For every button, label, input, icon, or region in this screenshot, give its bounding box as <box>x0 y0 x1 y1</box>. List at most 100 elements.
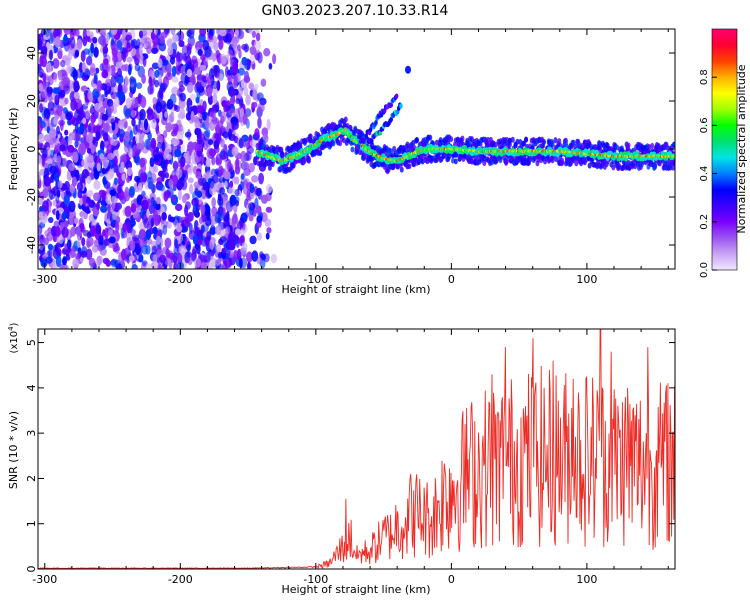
noise-speckle <box>206 87 213 98</box>
noise-speckle <box>75 130 81 142</box>
noise-speckle <box>146 209 150 219</box>
noise-speckle <box>193 116 199 124</box>
noise-speckle <box>110 118 115 126</box>
noise-speckle <box>151 118 157 130</box>
noise-speckle <box>78 217 84 229</box>
branch-speckle <box>374 119 378 126</box>
noise-speckle <box>246 188 252 201</box>
noise-speckle <box>129 129 134 140</box>
noise-speckle <box>76 236 81 249</box>
noise-speckle <box>209 238 215 250</box>
noise-speckle <box>169 111 175 123</box>
noise-speckle <box>176 252 183 265</box>
noise-speckle <box>251 175 259 183</box>
spectrogram-heatmap <box>38 29 675 269</box>
noise-speckle <box>225 104 230 112</box>
noise-speckle <box>49 49 53 61</box>
noise-speckle <box>156 141 163 149</box>
noise-speckle <box>114 221 120 233</box>
ridge-halo <box>363 153 368 160</box>
noise-speckle <box>39 55 44 67</box>
noise-speckle <box>54 94 60 106</box>
noise-speckle <box>82 117 87 125</box>
noise-speckle <box>238 137 244 149</box>
noise-speckle <box>129 90 134 99</box>
noise-speckle <box>158 254 167 263</box>
noise-speckle <box>172 138 180 146</box>
noise-speckle <box>223 170 231 180</box>
noise-speckle <box>74 140 79 148</box>
ridge-halo <box>524 136 529 143</box>
noise-speckle <box>154 79 160 88</box>
noise-speckle <box>184 205 189 217</box>
noise-speckle <box>193 226 200 235</box>
noise-speckle <box>56 29 62 36</box>
noise-speckle <box>114 259 121 269</box>
noise-speckle <box>78 107 84 115</box>
colorbar-tick-label: 0.0 <box>699 262 710 278</box>
noise-speckle <box>187 128 191 141</box>
noise-speckle <box>157 58 163 69</box>
noise-speckle <box>160 161 166 169</box>
noise-speckle <box>200 261 207 269</box>
noise-speckle <box>240 173 245 181</box>
noise-speckle <box>211 115 218 125</box>
noise-speckle <box>243 43 249 53</box>
ridge-halo <box>587 162 592 169</box>
noise-speckle <box>256 257 263 265</box>
snr-scale-label: (x104) <box>7 322 20 353</box>
noise-speckle <box>232 60 239 72</box>
noise-speckle <box>38 211 43 218</box>
noise-speckle <box>162 76 169 88</box>
noise-speckle <box>125 97 132 109</box>
noise-speckle <box>82 194 87 205</box>
noise-speckle <box>199 64 207 71</box>
noise-speckle <box>257 117 262 129</box>
noise-speckle <box>157 74 163 83</box>
noise-speckle <box>187 177 194 184</box>
noise-speckle <box>44 237 49 246</box>
noise-speckle <box>138 157 146 168</box>
noise-speckle <box>146 29 152 37</box>
noise-speckle <box>161 212 167 221</box>
noise-speckle <box>152 209 159 221</box>
noise-speckle <box>190 110 195 123</box>
noise-speckle <box>144 36 152 47</box>
noise-speckle <box>270 253 278 264</box>
noise-speckle <box>205 158 211 168</box>
noise-speckle <box>222 131 229 139</box>
noise-speckle <box>202 255 207 263</box>
noise-speckle <box>70 247 76 259</box>
ridge-halo <box>407 163 412 170</box>
noise-speckle <box>45 256 53 264</box>
noise-speckle <box>172 33 179 43</box>
noise-speckle <box>63 194 71 206</box>
noise-speckle <box>127 64 132 76</box>
noise-speckle <box>54 172 60 183</box>
noise-speckle <box>133 175 141 183</box>
noise-speckle <box>101 192 107 202</box>
noise-speckle <box>246 146 254 155</box>
noise-speckle <box>231 121 239 130</box>
noise-speckle <box>64 180 71 191</box>
noise-speckle <box>171 195 177 202</box>
noise-speckle <box>211 197 216 209</box>
noise-speckle <box>53 72 58 83</box>
noise-speckle <box>206 231 212 242</box>
ridge-halo <box>350 146 355 153</box>
noise-speckle <box>225 226 231 235</box>
noise-speckle <box>248 213 254 222</box>
noise-speckle <box>39 103 43 113</box>
noise-speckle <box>54 244 59 252</box>
noise-speckle <box>48 189 56 200</box>
noise-speckle <box>47 158 53 165</box>
noise-speckle <box>102 122 110 133</box>
noise-speckle <box>94 102 100 111</box>
noise-speckle <box>105 259 112 267</box>
noise-speckle <box>117 184 122 194</box>
noise-speckle <box>187 60 192 67</box>
noise-speckle <box>174 238 178 249</box>
noise-speckle <box>108 157 115 170</box>
noise-speckle <box>214 214 219 223</box>
